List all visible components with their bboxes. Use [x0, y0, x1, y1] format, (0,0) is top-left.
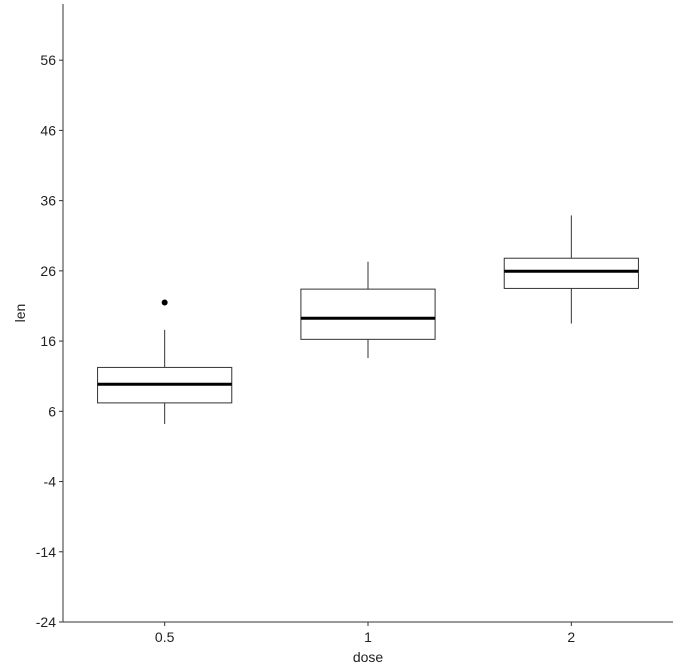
boxes [97, 215, 639, 424]
y-tick-label: 36 [40, 193, 56, 209]
x-tick-label: 0.5 [155, 629, 175, 645]
y-tick-label: 26 [40, 263, 56, 279]
outlier-point [161, 299, 168, 306]
x-ticks: 0.5 1 2 [155, 622, 575, 645]
y-axis-title: len [12, 304, 28, 323]
x-tick-label: 1 [364, 629, 372, 645]
y-tick-label: -24 [36, 614, 56, 630]
y-tick-label: 6 [48, 403, 56, 419]
y-ticks: -24 -14 -4 6 16 26 36 46 56 [36, 52, 63, 630]
box-1 [300, 261, 436, 358]
y-tick-label: 16 [40, 333, 56, 349]
box-2 [503, 215, 639, 324]
y-tick-label: 46 [40, 122, 56, 138]
box-0.5 [97, 299, 233, 424]
y-tick-label: -14 [36, 544, 56, 560]
y-tick-label: -4 [44, 474, 57, 490]
box-iqr [503, 257, 639, 289]
box-iqr [300, 288, 436, 340]
x-axis-title: dose [353, 649, 384, 665]
x-tick-label: 2 [567, 629, 575, 645]
y-tick-label: 56 [40, 52, 56, 68]
